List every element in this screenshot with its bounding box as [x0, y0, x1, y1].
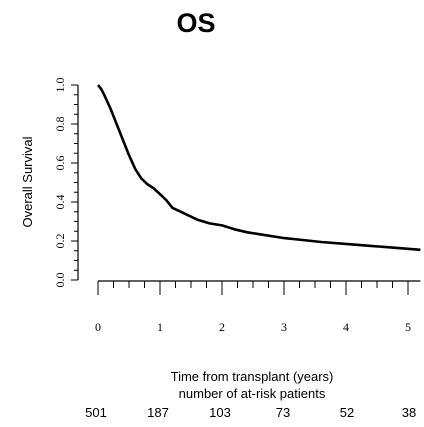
survival-curve: [96, 84, 421, 252]
x-tick-label: 0: [95, 320, 101, 334]
y-tick-label: 0.8: [53, 117, 67, 132]
chart-title: OS: [176, 8, 215, 38]
y-tick-label: 0.4: [53, 195, 67, 210]
x-tick-label: 5: [405, 320, 411, 334]
x-tick-label: 3: [281, 320, 287, 334]
y-axis: 0.0 0.2 0.4 0.6 0.8 1.0: [53, 78, 79, 288]
y-axis-label: Overall Survival: [20, 136, 35, 227]
at-risk-count: 187: [147, 405, 169, 420]
at-risk-count: 103: [209, 405, 231, 420]
x-tick-label: 4: [343, 320, 349, 334]
at-risk-row: 501 187 103 73 52 38: [85, 405, 416, 420]
series-layer: [96, 84, 421, 252]
y-tick-label: 1.0: [53, 78, 67, 93]
x-axis-label: Time from transplant (years): [171, 369, 334, 384]
at-risk-count: 38: [402, 405, 416, 420]
x-axis: 0 1 2 3 4 5: [95, 280, 421, 334]
y-tick-label: 0.6: [53, 156, 67, 171]
x-tick-label: 1: [157, 320, 163, 334]
at-risk-title: number of at-risk patients: [179, 386, 326, 401]
at-risk-count: 52: [340, 405, 354, 420]
y-tick-label: 0.2: [53, 234, 67, 249]
at-risk-count: 73: [276, 405, 290, 420]
at-risk-count: 501: [85, 405, 107, 420]
y-tick-label: 0.0: [53, 273, 67, 288]
x-tick-label: 2: [219, 320, 225, 334]
